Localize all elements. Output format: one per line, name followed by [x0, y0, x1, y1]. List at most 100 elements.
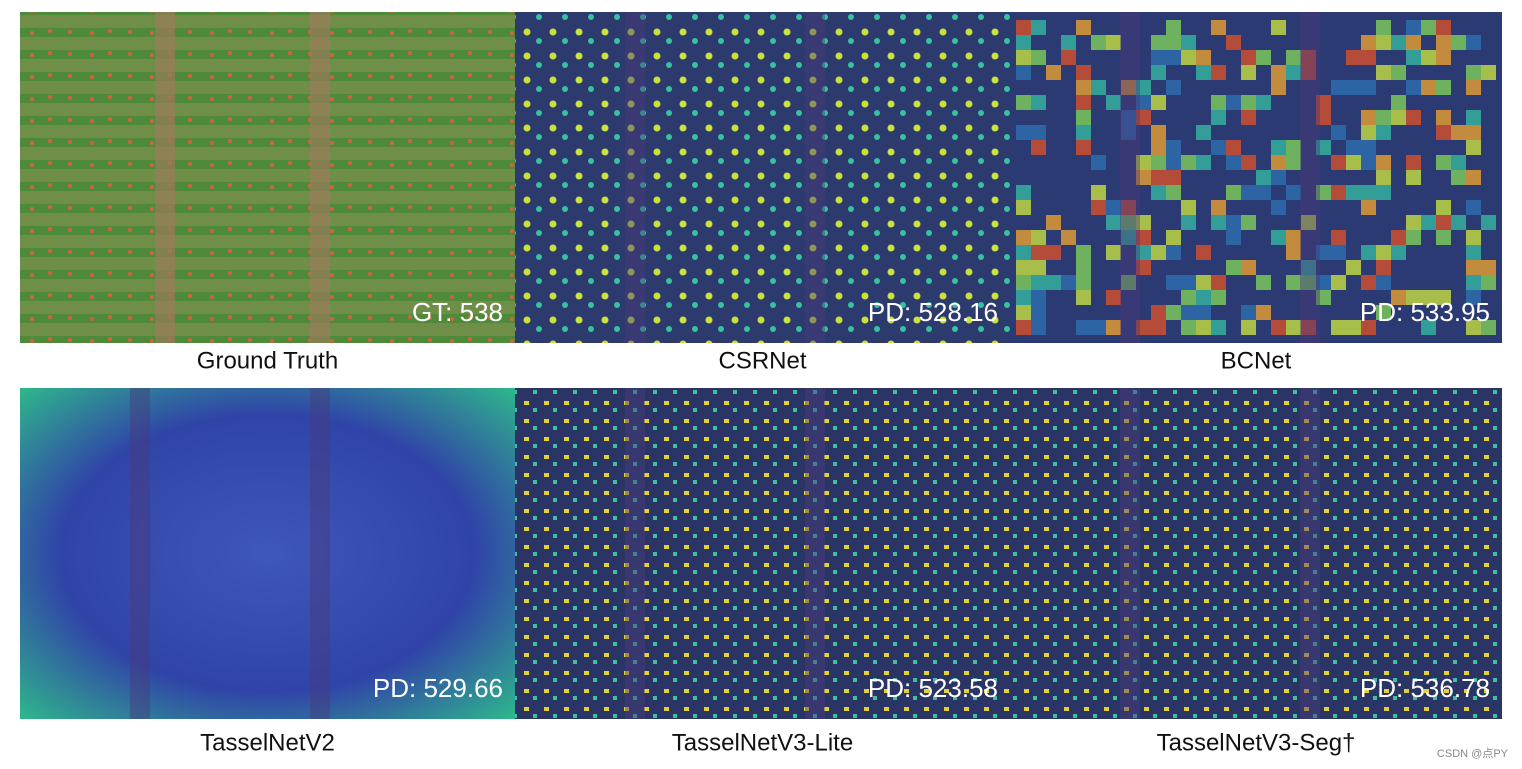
heat-cell — [1451, 155, 1466, 170]
heat-cell — [1106, 290, 1121, 305]
heat-cell — [1391, 110, 1406, 125]
heat-cell — [1406, 155, 1421, 170]
heat-cell — [1016, 200, 1031, 215]
heat-cell — [1376, 35, 1391, 50]
heat-cell — [1151, 170, 1166, 185]
heat-cell — [1016, 65, 1031, 80]
heat-cell — [1136, 80, 1151, 95]
heat-cell — [1361, 125, 1376, 140]
heat-cell — [1256, 170, 1271, 185]
heat-cell — [1046, 245, 1061, 260]
heat-cell — [1256, 95, 1271, 110]
heat-cell — [1166, 140, 1181, 155]
panel-grid: GT: 538 Ground Truth PD: 528.16 CSRNet PD: 5… — [20, 12, 1502, 756]
heat-cell — [1031, 290, 1046, 305]
heat-cell — [1151, 65, 1166, 80]
heat-cell — [1211, 20, 1226, 35]
heat-cell — [1301, 260, 1316, 275]
heat-cell — [1166, 50, 1181, 65]
heat-cell — [1286, 65, 1301, 80]
heat-cell — [1136, 155, 1151, 170]
heat-cell — [1196, 275, 1211, 290]
count-label: PD: 533.95 — [1360, 297, 1490, 327]
heat-cell — [1091, 155, 1106, 170]
heat-cell — [1421, 290, 1436, 305]
heat-cell — [1316, 140, 1331, 155]
heat-cell — [1241, 95, 1256, 110]
heat-cell — [1481, 275, 1496, 290]
panel-caption: TasselNetV2 — [200, 729, 335, 756]
heat-cell — [1211, 275, 1226, 290]
heat-cell — [1451, 125, 1466, 140]
heat-cell — [1376, 125, 1391, 140]
heat-cell — [1136, 215, 1151, 230]
heat-cell — [1376, 275, 1391, 290]
heat-cell — [1076, 110, 1091, 125]
heat-cell — [1361, 245, 1376, 260]
heat-cell — [1196, 290, 1211, 305]
heat-cell — [1031, 50, 1046, 65]
heat-cell — [1466, 200, 1481, 215]
soil-strip — [805, 388, 825, 719]
heat-cell — [1331, 155, 1346, 170]
heat-cell — [1376, 305, 1391, 320]
heat-cell — [1466, 140, 1481, 155]
heat-cell — [1076, 125, 1091, 140]
heat-cell — [1256, 50, 1271, 65]
heat-cell — [1046, 275, 1061, 290]
heat-cell — [1331, 185, 1346, 200]
heat-cell — [1091, 35, 1106, 50]
heat-cell — [1436, 110, 1451, 125]
heat-cell — [1466, 80, 1481, 95]
heat-cell — [1466, 245, 1481, 260]
heat-cell — [1421, 320, 1436, 335]
panel-caption: Ground Truth — [197, 347, 338, 374]
heat-cell — [1316, 110, 1331, 125]
heat-cell — [1076, 65, 1091, 80]
heat-cell — [1271, 230, 1286, 245]
heat-cell — [1211, 215, 1226, 230]
heat-cell — [1211, 200, 1226, 215]
heat-cell — [1151, 320, 1166, 335]
heat-cell — [1121, 110, 1136, 125]
heat-cell — [1466, 230, 1481, 245]
heat-cell — [1406, 80, 1421, 95]
count-label: PD: 536.78 — [1360, 673, 1490, 703]
heat-cell — [1241, 50, 1256, 65]
heat-cell — [1361, 50, 1376, 65]
heat-cell — [1391, 65, 1406, 80]
heat-cell — [1406, 20, 1421, 35]
heat-cell — [1241, 185, 1256, 200]
count-label: PD: 528.16 — [868, 297, 998, 327]
heat-cell — [1406, 35, 1421, 50]
heat-cell — [1016, 35, 1031, 50]
heat-cell — [1406, 110, 1421, 125]
heat-cell — [1196, 245, 1211, 260]
soil-strip — [1120, 388, 1140, 719]
heat-cell — [1196, 305, 1211, 320]
heat-cell — [1151, 140, 1166, 155]
heat-cell — [1271, 155, 1286, 170]
heat-cell — [1031, 125, 1046, 140]
heat-cell — [1331, 80, 1346, 95]
heat-cell — [1271, 80, 1286, 95]
heat-cell — [1391, 95, 1406, 110]
heat-cell — [1241, 320, 1256, 335]
heat-cell — [1376, 245, 1391, 260]
heat-cell — [1466, 125, 1481, 140]
heat-cell — [1241, 155, 1256, 170]
heat-cell — [1121, 275, 1136, 290]
heat-cell — [1271, 65, 1286, 80]
panel-caption: CSRNet — [718, 347, 806, 374]
heat-cell — [1151, 125, 1166, 140]
heat-cell — [1151, 50, 1166, 65]
heat-cell — [1151, 305, 1166, 320]
heat-cell — [1166, 35, 1181, 50]
heat-cell — [1436, 200, 1451, 215]
heat-cell — [1466, 65, 1481, 80]
heat-cell — [1106, 215, 1121, 230]
heat-cell — [1121, 215, 1136, 230]
heat-cell — [1301, 320, 1316, 335]
heat-cell — [1031, 230, 1046, 245]
heat-cell — [1376, 155, 1391, 170]
